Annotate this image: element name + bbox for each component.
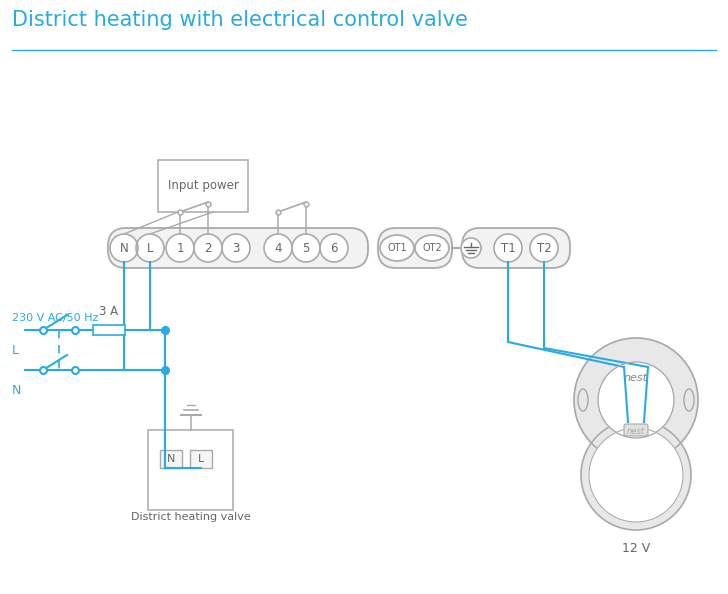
- Circle shape: [598, 362, 674, 438]
- Text: Input power: Input power: [167, 179, 239, 192]
- Text: L: L: [147, 242, 154, 254]
- Circle shape: [110, 234, 138, 262]
- Circle shape: [494, 234, 522, 262]
- Circle shape: [589, 428, 683, 522]
- Text: N: N: [119, 242, 128, 254]
- Text: N: N: [167, 454, 175, 464]
- FancyBboxPatch shape: [108, 228, 368, 268]
- FancyBboxPatch shape: [93, 325, 125, 335]
- Circle shape: [166, 234, 194, 262]
- FancyBboxPatch shape: [190, 450, 212, 468]
- Ellipse shape: [417, 237, 447, 259]
- Text: N: N: [12, 384, 21, 397]
- Circle shape: [461, 238, 481, 258]
- Text: L: L: [198, 454, 204, 464]
- Circle shape: [194, 234, 222, 262]
- Text: 5: 5: [302, 242, 309, 254]
- Text: 12 V: 12 V: [622, 542, 650, 555]
- Circle shape: [320, 234, 348, 262]
- Text: OT1: OT1: [387, 243, 407, 253]
- Text: OT2: OT2: [422, 243, 442, 253]
- FancyBboxPatch shape: [148, 430, 233, 510]
- Text: nest: nest: [624, 373, 648, 383]
- Ellipse shape: [382, 237, 412, 259]
- Text: T2: T2: [537, 242, 551, 254]
- Text: T1: T1: [501, 242, 515, 254]
- FancyBboxPatch shape: [160, 450, 182, 468]
- Text: nest: nest: [627, 428, 645, 437]
- FancyBboxPatch shape: [378, 228, 452, 268]
- Text: L: L: [12, 344, 19, 357]
- Circle shape: [136, 234, 164, 262]
- Text: 2: 2: [205, 242, 212, 254]
- FancyBboxPatch shape: [158, 160, 248, 212]
- Text: 3 A: 3 A: [100, 305, 119, 318]
- Circle shape: [292, 234, 320, 262]
- Text: 1: 1: [176, 242, 183, 254]
- FancyBboxPatch shape: [462, 228, 570, 268]
- FancyBboxPatch shape: [624, 424, 648, 436]
- Circle shape: [530, 234, 558, 262]
- Text: 4: 4: [274, 242, 282, 254]
- Circle shape: [264, 234, 292, 262]
- Text: 6: 6: [331, 242, 338, 254]
- Text: 230 V AC/50 Hz: 230 V AC/50 Hz: [12, 313, 98, 323]
- Text: 3: 3: [232, 242, 240, 254]
- Circle shape: [581, 420, 691, 530]
- Circle shape: [222, 234, 250, 262]
- Circle shape: [574, 338, 698, 462]
- Text: District heating valve: District heating valve: [130, 512, 250, 522]
- Text: District heating with electrical control valve: District heating with electrical control…: [12, 10, 468, 30]
